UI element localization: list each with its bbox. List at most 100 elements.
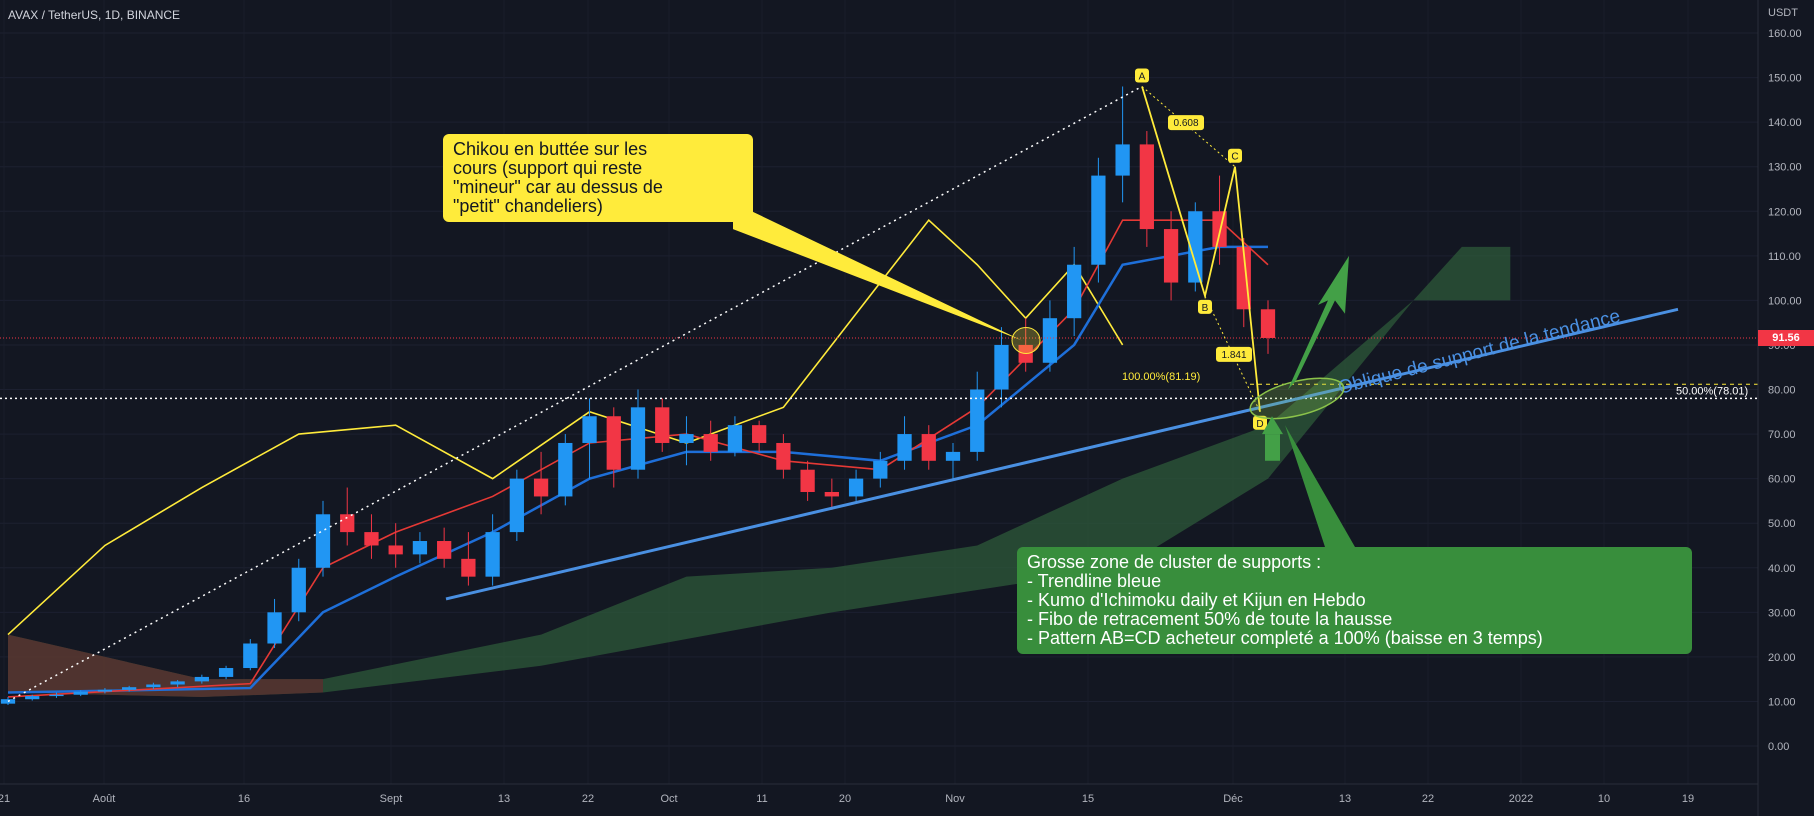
- time-tick-label: 22: [582, 793, 594, 805]
- abcd-point-badge: [1135, 68, 1149, 83]
- callout-chikou: Chikou en buttée sur les cours (support …: [443, 134, 753, 222]
- candle-body: [340, 514, 355, 533]
- time-tick-label: 2022: [1509, 793, 1533, 805]
- abcd-point-badge: [1228, 148, 1242, 163]
- abcd-point-badge: [1198, 299, 1212, 314]
- callout-cluster-line-4: - Fibo de retracement 50% de toute la ha…: [1027, 609, 1393, 629]
- candle-body: [1067, 264, 1082, 319]
- candle-body: [25, 696, 40, 700]
- callout-chikou-line-2: cours (support qui reste: [453, 158, 643, 178]
- candle-body: [1260, 309, 1276, 338]
- candle-body: [437, 541, 452, 559]
- candle-body: [461, 558, 476, 577]
- candle-body: [582, 416, 597, 443]
- abcd-point-badge: [1253, 415, 1267, 430]
- ratio-label-cd: 1.841: [1221, 350, 1246, 361]
- candle-body: [897, 434, 912, 461]
- candlesticks[interactable]: [0, 86, 1276, 706]
- callout-cluster-pointer: [1285, 425, 1355, 547]
- candle-body: [776, 442, 791, 470]
- price-tick-label: 60.00: [1768, 474, 1796, 486]
- candle-body: [1042, 318, 1058, 363]
- chikou-highlight-ellipse: [1011, 326, 1041, 354]
- time-tick-label: 16: [238, 793, 250, 805]
- candle-body: [509, 478, 524, 533]
- candle-body: [679, 434, 694, 443]
- abcd-ratio-bd: [1204, 295, 1261, 412]
- time-axis[interactable]: 21 Août 16 Sept 13 22 Oct 11 20 Nov 15 Déc 13 22 2022 1…: [0, 783, 1758, 805]
- trendline-label: Oblique de support de la tendance: [1336, 306, 1623, 399]
- callout-chikou-line-1: Chikou en buttée sur les: [453, 139, 648, 159]
- ichimoku-kumo: [8, 246, 1511, 697]
- kumo-cloud-bear: [8, 634, 323, 697]
- candle-body: [364, 532, 379, 546]
- fib-100-label: 100.00%(81.19): [1122, 371, 1200, 383]
- candle-body: [533, 478, 549, 497]
- fib-50-label: 50.00%(78.01): [1676, 385, 1748, 397]
- abcd-pattern: [1141, 86, 1261, 412]
- candle-body: [485, 532, 500, 577]
- price-tick-label: 130.00: [1768, 162, 1802, 174]
- candle-body: [727, 425, 743, 452]
- candle-body: [315, 514, 331, 568]
- candle-body: [243, 643, 258, 669]
- candle-body: [1163, 229, 1179, 283]
- candle-body: [1212, 211, 1227, 247]
- candle-body: [848, 478, 864, 497]
- time-tick-label: 15: [1082, 793, 1094, 805]
- candle-body: [945, 451, 961, 461]
- price-tick-label: 110.00: [1768, 251, 1801, 263]
- candle-body: [218, 668, 234, 677]
- ratio-badge-cd: [1216, 346, 1252, 362]
- dotted-growth-line: [7, 85, 1143, 703]
- small-up-arrow-stem: [1265, 434, 1280, 461]
- support-trendline: [445, 307, 1679, 601]
- candle-body: [752, 425, 767, 443]
- kumo-cloud: [8, 246, 1511, 697]
- candle-body: [1139, 144, 1154, 230]
- candle-body: [921, 434, 936, 461]
- ratio-label-bc: 0.608: [1173, 118, 1198, 129]
- time-tick-label: 13: [1339, 793, 1351, 805]
- price-tick-label: 160.00: [1768, 28, 1802, 40]
- abcd-point-label: A: [1139, 71, 1146, 82]
- price-tick-label: 120.00: [1768, 206, 1802, 218]
- candle-body: [800, 469, 815, 492]
- callout-chikou-pointer: [733, 202, 1022, 341]
- candle-body: [146, 684, 161, 688]
- candle-body: [630, 407, 646, 470]
- price-tick-label: 20.00: [1768, 652, 1796, 664]
- price-tick-label: 40.00: [1768, 563, 1796, 575]
- price-tick-label: 100.00: [1768, 295, 1802, 307]
- candle-body: [873, 460, 888, 479]
- price-axis[interactable]: USDT 160.00 150.00 140.00 130.00 120.00 110.00…: [1757, 0, 1814, 816]
- callout-chikou-line-3: "mineur" car au dessus de: [453, 177, 663, 197]
- candle-body: [655, 407, 670, 443]
- price-tick-label: 140.00: [1768, 117, 1802, 129]
- candle-body: [122, 687, 137, 690]
- candle-body: [170, 681, 185, 685]
- candle-body: [606, 416, 621, 470]
- candle-body: [194, 676, 209, 682]
- time-tick-label: 19: [1682, 793, 1694, 805]
- callout-chikou-line-4: "petit" chandeliers): [453, 196, 603, 216]
- candle-body: [267, 612, 282, 644]
- small-up-arrow-head-icon: [1262, 416, 1283, 435]
- price-tick-label: 30.00: [1768, 607, 1796, 619]
- time-tick-label: Déc: [1223, 793, 1243, 805]
- time-tick-label: 13: [498, 793, 510, 805]
- time-tick-label: 22: [1422, 793, 1434, 805]
- callout-cluster-line-1: Grosse zone de cluster de supports :: [1027, 552, 1322, 572]
- price-tick-label: 0.00: [1768, 741, 1789, 753]
- price-tick-label: 80.00: [1768, 385, 1796, 397]
- candle-body: [558, 442, 573, 497]
- candle-body: [824, 491, 839, 497]
- time-tick-label: 11: [756, 793, 767, 805]
- currency-label: USDT: [1768, 7, 1798, 19]
- abcd-point-label: D: [1256, 419, 1263, 430]
- time-tick-label: Sept: [380, 793, 403, 805]
- callout-cluster-line-5: - Pattern AB=CD acheteur completé a 100%…: [1027, 628, 1543, 648]
- time-tick-label: Août: [93, 793, 116, 805]
- abcd-point-label: B: [1202, 303, 1209, 314]
